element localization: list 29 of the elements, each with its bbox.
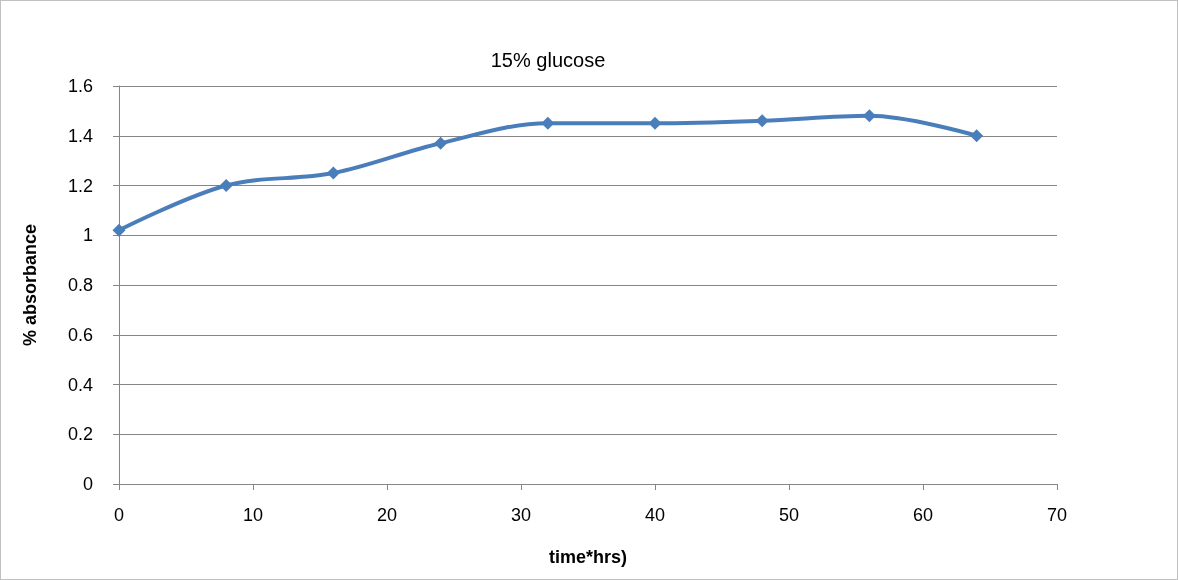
y-tick-label: 0.4 [67, 374, 93, 395]
point [970, 129, 984, 143]
point [541, 116, 555, 130]
y-tick-label: 1.4 [67, 125, 93, 146]
x-tick-label: 50 [778, 505, 800, 525]
x-tick-label: 70 [1046, 505, 1068, 525]
y-tick-label: 0.6 [67, 324, 93, 345]
x-axis-title: time*hrs) [548, 547, 628, 567]
y-tick-label: 1.6 [67, 76, 93, 96]
y-tick-label: 1.2 [67, 175, 93, 196]
y-tick-label: 0.2 [67, 424, 93, 445]
y-tick-label: 0 [82, 474, 93, 494]
point [326, 166, 340, 180]
x-tick-label: 30 [510, 505, 532, 525]
x-tick-label: 0 [113, 505, 125, 525]
x-tick-label: 60 [912, 505, 934, 525]
point [755, 114, 769, 128]
y-tick-label: 0.8 [67, 275, 93, 295]
point [648, 116, 662, 130]
point [434, 136, 448, 150]
x-tick-label: 10 [242, 505, 264, 525]
y-tick-label: 1 [82, 225, 93, 246]
x-tick-label: 40 [644, 505, 666, 525]
point [862, 109, 876, 123]
point [112, 223, 126, 237]
x-tick-label: 20 [376, 505, 398, 525]
point [219, 179, 233, 192]
chart-title: 15% glucose [490, 49, 606, 71]
y-axis-title: % absorbance [20, 223, 40, 347]
